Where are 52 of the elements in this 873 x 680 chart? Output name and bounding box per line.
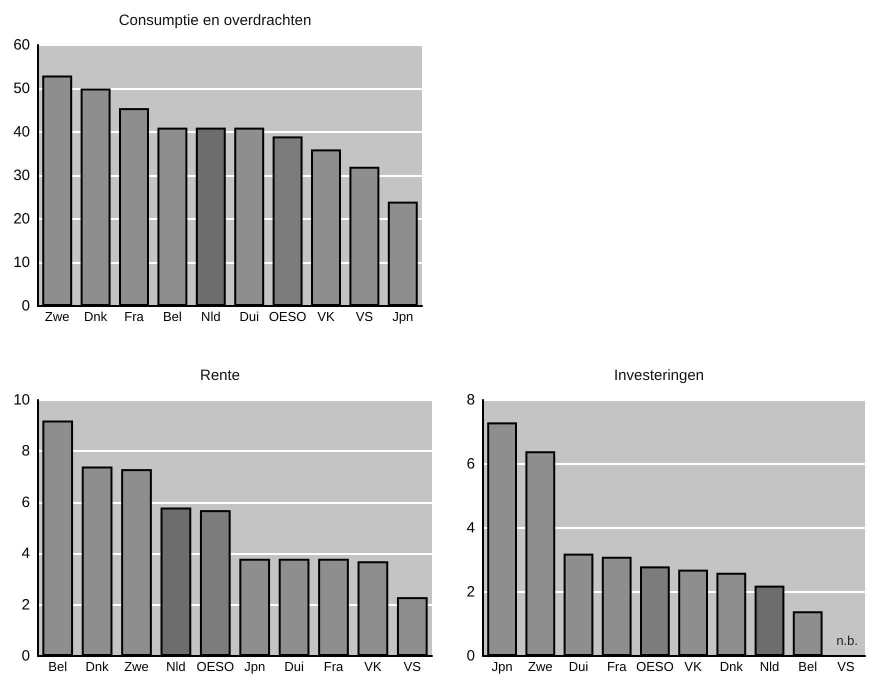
y-tick-label: 0 [22, 298, 30, 314]
y-tick-label: 6 [466, 456, 475, 472]
annotation: n.b. [836, 633, 858, 648]
y-tick-label: 50 [13, 80, 30, 97]
y-tick-label: 0 [22, 648, 30, 664]
x-tick-label: Dui [568, 659, 588, 674]
y-tick-label: 4 [22, 545, 30, 562]
x-tick-label: VS [356, 309, 374, 324]
y-tick-label: 30 [13, 167, 30, 184]
x-tick-label: Jpn [392, 309, 414, 324]
x-tick-label: Dui [239, 309, 260, 324]
y-tick-label: 2 [22, 596, 30, 614]
x-tick-label: VK [684, 659, 702, 674]
x-tick-label: Zwe [124, 659, 149, 674]
y-tick-label: 8 [466, 392, 475, 408]
x-tick-label: OESO [268, 309, 306, 324]
y-tick-label: 10 [13, 392, 30, 408]
chart-title: Consumptie en overdrachten [118, 12, 312, 29]
x-tick-label: Dnk [720, 659, 744, 674]
chart-title: Investeringen [614, 367, 704, 384]
y-tick-label: 10 [13, 254, 30, 271]
x-tick-label: Nld [201, 309, 221, 324]
y-tick-label: 60 [13, 36, 30, 54]
x-tick-label: Jpn [492, 659, 513, 674]
x-tick-label: Zwe [528, 659, 553, 674]
y-tick-label: 0 [466, 648, 475, 664]
x-tick-label: Nld [166, 659, 186, 674]
x-tick-label: VK [317, 309, 335, 324]
x-tick-label: Bel [163, 309, 182, 324]
x-tick-label: Zwe [44, 309, 70, 324]
x-tick-label: Fra [324, 659, 344, 674]
y-tick-label: 6 [22, 494, 30, 511]
x-tick-label: VK [364, 659, 382, 674]
chart-title: Rente [200, 367, 240, 384]
y-tick-label: 20 [13, 210, 30, 228]
x-tick-label: Dui [284, 659, 304, 674]
y-tick-label: 40 [13, 124, 30, 140]
y-tick-label: 2 [466, 584, 475, 600]
x-tick-label: Jpn [244, 659, 266, 674]
y-tick-label: 8 [22, 442, 30, 460]
x-tick-label: VS [404, 659, 422, 674]
x-tick-label: Fra [124, 309, 145, 324]
x-tick-label: Nld [760, 659, 780, 674]
x-tick-label: VS [837, 659, 855, 674]
x-tick-label: Fra [606, 659, 628, 674]
x-tick-label: Bel [798, 659, 818, 674]
y-tick-label: 4 [466, 520, 475, 536]
x-tick-label: Bel [48, 659, 68, 674]
x-tick-label: OESO [636, 659, 674, 674]
x-tick-label: Dnk [84, 309, 108, 324]
x-tick-label: OESO [196, 659, 234, 674]
x-tick-label: Dnk [86, 659, 110, 674]
